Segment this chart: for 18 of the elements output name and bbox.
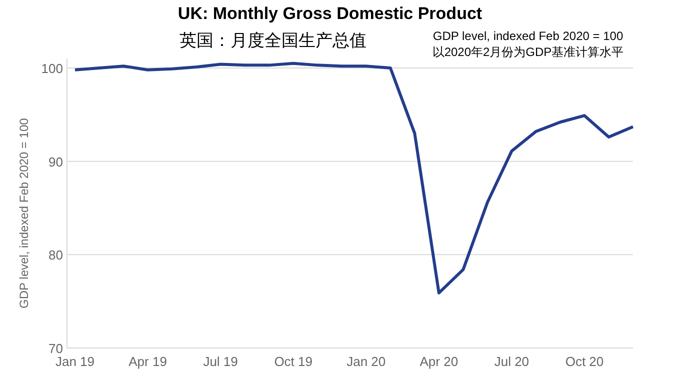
chart-title: UK: Monthly Gross Domestic Product — [178, 4, 482, 23]
annotation: 以2020年2月份为GDP基准计算水平 — [432, 45, 624, 59]
x-tick-label: Apr 19 — [128, 354, 167, 369]
x-tick-label: Apr 20 — [420, 354, 458, 369]
chart-subtitle: 英国：月度全国生产总值 — [180, 31, 366, 50]
y-axis-title: GDP level, indexed Feb 2020 = 100 — [17, 118, 31, 308]
x-tick-label: Jul 19 — [203, 354, 238, 369]
x-tick-label: Jul 20 — [494, 354, 530, 369]
y-tick-label: 100 — [41, 60, 63, 76]
x-tick-label: Jan 19 — [55, 354, 95, 369]
y-tick-label: 70 — [48, 341, 63, 356]
x-tick-label: Jan 20 — [346, 354, 386, 369]
text: GDP level, indexed Feb 2020 = 100 — [432, 29, 624, 43]
line-series — [74, 62, 634, 294]
y-tick-label: 80 — [48, 248, 63, 263]
y-tick-label: 90 — [48, 154, 63, 170]
x-tick-label: Oct 20 — [565, 354, 604, 369]
x-tick-label: Oct 19 — [274, 354, 312, 369]
